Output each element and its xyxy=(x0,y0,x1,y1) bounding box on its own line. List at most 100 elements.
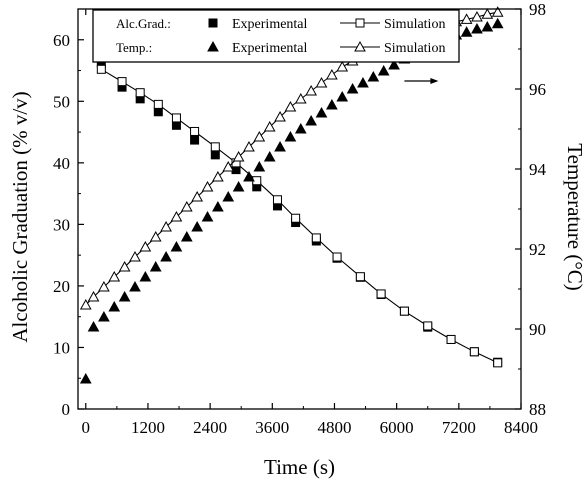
series-alcgrad-simulation xyxy=(96,64,503,368)
data-point xyxy=(96,64,106,74)
legend-row-label: Alc.Grad.: xyxy=(116,16,171,31)
data-point xyxy=(149,260,162,272)
data-point xyxy=(377,64,390,76)
data-point xyxy=(336,60,349,72)
data-point xyxy=(191,220,204,232)
x-axis-title: Time (s) xyxy=(264,455,335,479)
x-tick-label: 7200 xyxy=(442,418,476,437)
legend-experimental-label: Experimental xyxy=(232,17,308,32)
y-left-tick-label: 0 xyxy=(62,400,71,419)
data-point xyxy=(243,170,255,182)
data-point xyxy=(98,280,110,292)
y-left-tick-label: 50 xyxy=(53,92,70,111)
data-point xyxy=(367,70,380,82)
data-point xyxy=(232,150,245,162)
x-tick-label: 8400 xyxy=(504,418,538,437)
arrow-head-icon xyxy=(430,78,439,84)
data-point xyxy=(170,210,183,222)
x-tick-label: 4800 xyxy=(317,418,351,437)
data-point xyxy=(149,230,162,242)
data-point xyxy=(118,260,131,272)
legend-marker-experimental xyxy=(208,18,218,28)
data-point xyxy=(315,76,328,88)
data-point xyxy=(180,200,193,212)
plot-layer xyxy=(79,6,504,384)
axes-layer: 0 1200 2400 3600 4800 6000 7200 8400 0 10 20 30 40 50… xyxy=(8,0,587,479)
y-right-tick-label: 94 xyxy=(529,160,547,179)
data-point xyxy=(471,10,483,22)
data-point xyxy=(135,88,145,98)
legend-box xyxy=(92,9,460,63)
data-point xyxy=(305,114,318,126)
data-point xyxy=(98,310,110,322)
series-temp-experimental xyxy=(79,17,504,384)
legend-marker-simulation xyxy=(354,40,366,52)
data-point xyxy=(274,140,286,152)
data-point xyxy=(87,320,100,332)
data-point xyxy=(326,98,338,110)
data-point xyxy=(190,135,200,145)
data-point xyxy=(160,220,172,232)
data-point xyxy=(212,170,224,182)
y-left-axis-title: Alcoholic Graduation (% v/v) xyxy=(8,91,32,342)
data-point xyxy=(118,290,131,302)
data-point xyxy=(212,200,224,212)
data-point xyxy=(491,17,504,29)
y-left-tick-label: 10 xyxy=(53,338,70,357)
data-point xyxy=(87,290,100,302)
data-point xyxy=(222,160,235,172)
data-point xyxy=(139,270,152,282)
y-left-tick-label: 30 xyxy=(53,215,70,234)
data-point xyxy=(117,77,127,87)
data-point xyxy=(210,150,220,160)
data-point xyxy=(446,334,456,344)
y-left-tick-label: 20 xyxy=(53,277,70,296)
data-point xyxy=(294,122,307,134)
data-point xyxy=(263,150,276,162)
x-tick-label: 6000 xyxy=(380,418,414,437)
data-point xyxy=(294,92,307,104)
y-right-tick-label: 88 xyxy=(529,400,546,419)
data-point xyxy=(481,8,494,19)
data-point xyxy=(190,126,200,136)
y-right-tick-label: 92 xyxy=(529,240,546,259)
data-point xyxy=(305,84,318,96)
data-point xyxy=(471,22,483,34)
data-point xyxy=(357,76,369,88)
y-right-axis-title: Temperature (°C) xyxy=(563,143,587,290)
data-point xyxy=(326,68,338,80)
data-point xyxy=(469,347,479,357)
y-right-tick-label: 90 xyxy=(529,320,546,339)
y-right-tick-label: 96 xyxy=(529,80,546,99)
data-point xyxy=(274,110,286,122)
data-point xyxy=(243,140,255,152)
data-point xyxy=(160,250,172,262)
x-tick-label: 0 xyxy=(82,418,91,437)
data-point xyxy=(108,270,121,282)
data-point xyxy=(108,300,121,312)
data-point xyxy=(291,213,301,223)
legend: Alc.Grad.: Experimental Simulation Temp.: Ex… xyxy=(92,9,460,63)
data-point xyxy=(460,26,473,37)
data-point xyxy=(315,106,328,118)
data-point xyxy=(481,20,494,32)
data-point xyxy=(180,230,193,242)
x-tick-label: 3600 xyxy=(255,418,289,437)
data-point xyxy=(263,120,276,132)
data-point xyxy=(491,6,504,17)
data-point xyxy=(493,358,503,368)
data-point xyxy=(253,130,266,142)
legend-marker-simulation xyxy=(355,18,365,28)
data-point xyxy=(284,100,297,112)
data-point xyxy=(171,113,181,123)
data-point xyxy=(129,250,141,262)
data-point xyxy=(201,210,214,222)
y-right-tick-label: 98 xyxy=(529,0,546,19)
data-point xyxy=(79,298,92,310)
data-point xyxy=(139,240,152,252)
plot-frame xyxy=(77,8,522,410)
legend-simulation-label: Simulation xyxy=(384,17,445,32)
legend-experimental-label: Experimental xyxy=(232,41,308,56)
data-point xyxy=(355,272,365,282)
